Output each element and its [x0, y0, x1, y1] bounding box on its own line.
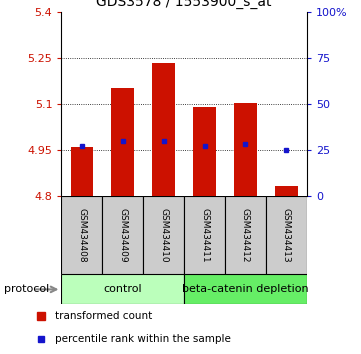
Text: GSM434412: GSM434412	[241, 208, 250, 263]
Bar	[112, 87, 134, 196]
Text: GSM434409: GSM434409	[118, 208, 127, 263]
Text: GSM434411: GSM434411	[200, 208, 209, 263]
Bar	[225, 196, 266, 274]
Bar	[71, 147, 93, 196]
Bar	[266, 196, 307, 274]
Bar	[184, 274, 307, 304]
Text: control: control	[104, 284, 142, 295]
Bar	[193, 108, 216, 196]
Text: GSM434410: GSM434410	[159, 208, 168, 263]
Text: GSM434413: GSM434413	[282, 208, 291, 263]
Bar	[184, 196, 225, 274]
Bar	[61, 196, 102, 274]
Bar	[234, 103, 257, 196]
Text: percentile rank within the sample: percentile rank within the sample	[56, 334, 231, 344]
Text: GSM434408: GSM434408	[77, 208, 86, 263]
Bar	[61, 274, 184, 304]
Text: transformed count: transformed count	[56, 311, 153, 321]
Text: protocol: protocol	[4, 284, 49, 295]
Bar	[275, 186, 297, 196]
Text: beta-catenin depletion: beta-catenin depletion	[182, 284, 309, 295]
Bar	[143, 196, 184, 274]
Bar	[102, 196, 143, 274]
Title: GDS3578 / 1553900_s_at: GDS3578 / 1553900_s_at	[96, 0, 272, 8]
Bar	[152, 63, 175, 196]
